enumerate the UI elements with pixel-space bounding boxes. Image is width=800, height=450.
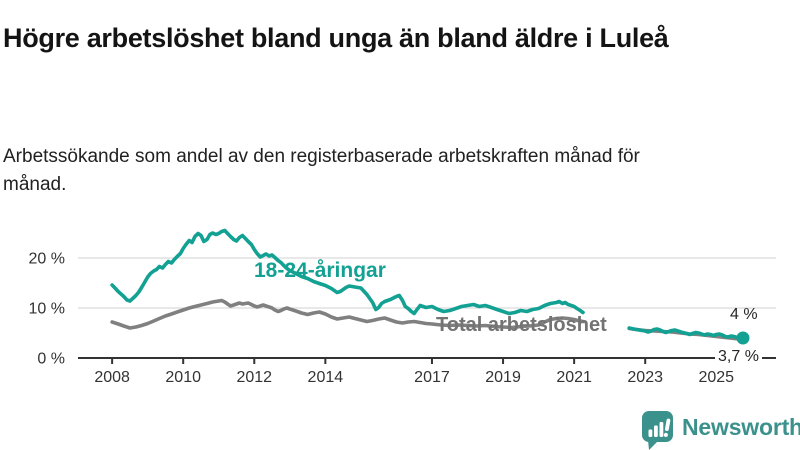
page-title: Högre arbetslöshet bland unga än bland ä…	[3, 23, 669, 54]
x-tick-label: 2017	[414, 369, 450, 386]
chart-svg: 2008 2010 2012 2014 2017 2019 2021 2023 2025 0 % 1…	[29, 228, 776, 386]
newsworthy-logo-icon	[642, 411, 673, 450]
series-label-total: Total arbetslöshet	[436, 314, 607, 336]
x-tick-label: 2023	[627, 369, 663, 386]
y-tick-label: 0 %	[37, 351, 65, 368]
newsworthy-logo-text: Newsworthy	[682, 413, 800, 440]
series-line	[110, 298, 585, 330]
end-value-young: 4 %	[730, 306, 758, 323]
x-tick-label: 2021	[556, 369, 592, 386]
x-tick-label: 2025	[698, 369, 734, 386]
x-tick-label: 2012	[236, 369, 272, 386]
x-tick-label: 2008	[94, 369, 130, 386]
line-chart: 2008 2010 2012 2014 2017 2019 2021 2023 2025 0 % 1…	[0, 198, 800, 398]
series-end-dot	[736, 331, 750, 345]
series-line	[627, 326, 745, 340]
x-tick-label: 2014	[308, 369, 344, 386]
chart-subtitle: Arbetssökande som andel av den registerb…	[3, 146, 640, 195]
series-label-young: 18-24-åringar	[254, 259, 386, 282]
y-tick-label: 10 %	[29, 301, 65, 318]
x-tick-label: 2019	[485, 369, 521, 386]
series-line	[110, 228, 585, 316]
x-tick-label: 2010	[165, 369, 201, 386]
y-tick-label: 20 %	[29, 251, 65, 268]
newsworthy-logo: Newsworthy	[641, 410, 800, 450]
end-value-total: 3,7 %	[715, 348, 762, 366]
